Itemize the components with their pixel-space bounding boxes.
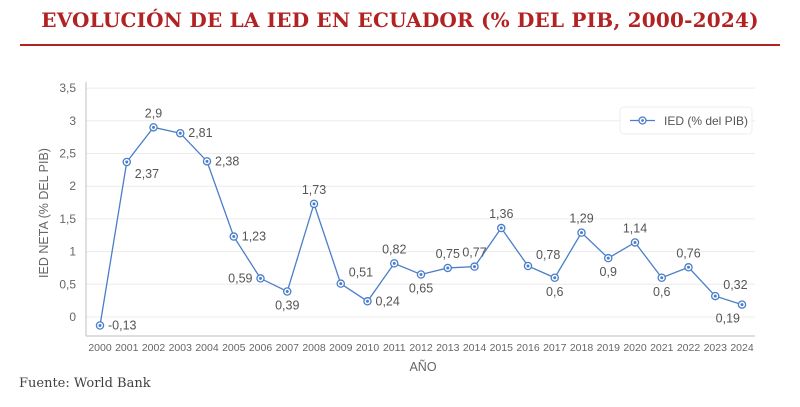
x-tick-label: 2014 bbox=[463, 342, 487, 354]
x-tick-label: 2009 bbox=[329, 342, 353, 354]
data-point-dot bbox=[713, 294, 717, 298]
x-tick-label: 2018 bbox=[570, 342, 594, 354]
data-label: 0,24 bbox=[376, 294, 400, 308]
legend-marker-dot-icon bbox=[641, 119, 644, 122]
x-tick-label: 2006 bbox=[249, 342, 273, 354]
x-tick-label: 2024 bbox=[730, 342, 754, 354]
y-tick-label: 0,5 bbox=[59, 277, 76, 291]
title-divider bbox=[20, 44, 780, 46]
y-tick-label: 2,5 bbox=[59, 147, 76, 161]
x-tick-label: 2020 bbox=[623, 342, 647, 354]
data-label: 0,59 bbox=[228, 271, 252, 285]
data-point-dot bbox=[152, 125, 155, 129]
data-point-dot bbox=[178, 131, 182, 135]
x-tick-label: 2016 bbox=[516, 342, 540, 354]
data-label: 0,51 bbox=[349, 266, 373, 280]
data-label: 0,6 bbox=[653, 285, 670, 299]
data-point-dot bbox=[606, 256, 610, 260]
data-point-dot bbox=[687, 265, 690, 269]
y-tick-label: 1,5 bbox=[59, 212, 76, 226]
x-tick-label: 2008 bbox=[302, 342, 326, 354]
data-point-dot bbox=[499, 226, 503, 230]
data-point-dot bbox=[553, 276, 557, 280]
data-label: 0,39 bbox=[275, 298, 299, 312]
data-label: 0,78 bbox=[536, 248, 560, 262]
source-note: Fuente: World Bank bbox=[19, 376, 151, 391]
data-point-dot bbox=[526, 264, 530, 268]
data-label: 0,6 bbox=[546, 285, 563, 299]
data-point-dot bbox=[473, 265, 476, 269]
data-label: 2,81 bbox=[188, 126, 212, 140]
data-point-dot bbox=[98, 324, 102, 328]
data-point-dot bbox=[419, 272, 423, 276]
data-point-dot bbox=[259, 276, 262, 280]
data-label: 0,75 bbox=[436, 247, 460, 261]
x-tick-label: 2017 bbox=[543, 342, 567, 354]
y-tick-label: 0 bbox=[69, 310, 76, 324]
x-tick-label: 2007 bbox=[276, 342, 300, 354]
x-tick-label: 2000 bbox=[88, 342, 112, 354]
chart-title: EVOLUCIÓN DE LA IED EN ECUADOR (% DEL PI… bbox=[41, 8, 759, 32]
axes bbox=[85, 82, 755, 337]
y-tick-labels: 0 0,5 1 1,5 2 2,5 3 3,5 bbox=[59, 81, 76, 324]
data-point-dot bbox=[660, 276, 664, 280]
x-tick-label: 2021 bbox=[650, 342, 674, 354]
series-markers bbox=[95, 123, 747, 330]
y-tick-label: 3,5 bbox=[59, 81, 76, 95]
x-tick-label: 2013 bbox=[436, 342, 460, 354]
data-label: 2,9 bbox=[145, 106, 162, 120]
legend: IED (% del PIB) bbox=[619, 106, 753, 135]
data-point-dot bbox=[392, 261, 396, 265]
data-point-dot bbox=[205, 159, 209, 163]
x-tick-label: 2023 bbox=[704, 342, 728, 354]
data-label: 1,23 bbox=[242, 230, 266, 244]
data-label: 0,32 bbox=[723, 278, 747, 292]
x-tick-label: 2010 bbox=[356, 342, 380, 354]
data-point-dot bbox=[339, 282, 343, 286]
data-label: 1,73 bbox=[302, 183, 326, 197]
y-axis-title: IED NETA (% DEL PIB) bbox=[37, 148, 51, 278]
x-tick-label: 2015 bbox=[490, 342, 514, 354]
data-label: 0,65 bbox=[409, 281, 433, 295]
x-tick-label: 2003 bbox=[169, 342, 193, 354]
x-tick-label: 2004 bbox=[195, 342, 219, 354]
x-tick-labels: 2000 2001 2002 2003 2004 2005 2006 2007 2008 2009… bbox=[88, 342, 754, 354]
y-tick-label: 3 bbox=[69, 114, 76, 128]
data-point-dot bbox=[366, 299, 369, 303]
data-point-dot bbox=[232, 235, 236, 239]
data-point-dot bbox=[125, 160, 129, 164]
y-tick-label: 1 bbox=[69, 245, 76, 259]
x-tick-label: 2019 bbox=[597, 342, 621, 354]
data-label: 0,77 bbox=[462, 246, 486, 260]
data-label: 0,9 bbox=[600, 265, 617, 279]
x-tick-label: 2002 bbox=[142, 342, 166, 354]
x-tick-label: 2012 bbox=[409, 342, 433, 354]
data-label: 1,29 bbox=[569, 212, 593, 226]
data-label: 2,38 bbox=[215, 154, 239, 168]
data-label: 0,82 bbox=[382, 242, 406, 256]
data-point-dot bbox=[285, 289, 289, 293]
data-label: 0,19 bbox=[716, 312, 740, 326]
legend-label: IED (% del PIB) bbox=[664, 114, 748, 128]
data-point-dot bbox=[312, 202, 316, 206]
data-label: -0,13 bbox=[108, 319, 137, 333]
y-tick-label: 2 bbox=[69, 179, 76, 193]
data-label: 0,76 bbox=[676, 246, 700, 260]
data-point-dot bbox=[740, 303, 744, 307]
data-point-dot bbox=[446, 266, 450, 270]
data-labels: -0,13 2,37 2,9 2,812,38 1,23 0,59 0,39 1,73 0,51… bbox=[108, 106, 748, 332]
data-point-dot bbox=[633, 240, 637, 244]
legend-box bbox=[619, 106, 753, 135]
x-axis-title: AÑO bbox=[409, 360, 436, 374]
data-point-dot bbox=[580, 231, 583, 235]
x-tick-label: 2011 bbox=[383, 342, 406, 354]
x-tick-label: 2005 bbox=[222, 342, 246, 354]
x-tick-label: 2022 bbox=[677, 342, 701, 354]
data-label: 1,14 bbox=[623, 221, 647, 235]
data-label: 1,36 bbox=[489, 207, 513, 221]
data-label: 2,37 bbox=[135, 167, 159, 181]
x-tick-label: 2001 bbox=[115, 342, 139, 354]
